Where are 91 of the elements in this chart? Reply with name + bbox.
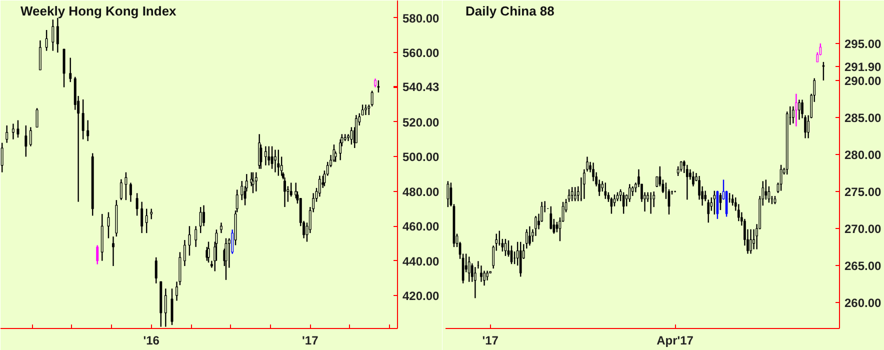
candlestick [574,186,576,202]
y-tick-label: 460.00 [402,220,440,234]
y-tick-label: 540.43 [402,80,440,94]
candlestick [220,222,222,234]
candlestick [795,93,798,127]
candlestick [707,199,710,224]
candlestick [188,226,191,256]
candlestick [12,123,14,140]
x-tick-label: Apr'17 [656,334,694,348]
candlestick [628,184,631,202]
candlestick [480,264,482,282]
candlestick [750,228,752,254]
candlestick [56,17,59,54]
candlestick [525,228,528,250]
y-tick-label: 265.00 [844,259,882,274]
candlestick [124,172,128,201]
candlestick [207,241,210,264]
y-tick-label: 440.00 [402,254,440,268]
candlestick [96,244,99,265]
candlestick [613,194,616,207]
y-tick-label: 260.00 [844,296,882,310]
candlestick [680,160,682,172]
candlestick [86,120,90,142]
candlestick [52,18,54,52]
candlestick [519,241,522,278]
candlestick [69,57,72,83]
candlestick [622,192,625,214]
candlestick [202,204,206,227]
y-tick-label: 291.90 [844,60,882,74]
candlestick [364,104,367,116]
candlestick [36,108,38,128]
candlestick [16,120,20,138]
chart-title: Daily China 88 [466,4,554,18]
y-tick-label: 295.00 [844,36,882,51]
candlestick [284,176,286,208]
y-tick-label: 580.00 [402,11,440,26]
candlestick [194,226,198,248]
y-tick-label: 290.00 [844,74,882,88]
candlestick [129,182,132,202]
candlestick [550,206,552,230]
y-tick-label: 280.00 [844,148,882,162]
candlestick [692,170,694,187]
candlestick [277,149,280,176]
candlestick [199,206,202,234]
candlestick [270,146,274,170]
y-tick-label: 270.00 [844,222,882,236]
candlestick [686,164,688,200]
candlestick [713,190,716,216]
candlestick [154,256,158,284]
candlestick [350,126,353,146]
candlestick [274,149,276,173]
candlestick [254,172,258,192]
y-tick-label: 500.00 [402,150,440,164]
candlestick [528,226,531,246]
candlestick [604,182,607,200]
candlestick [29,126,32,147]
candlestick [268,146,270,166]
candlestick [764,179,768,200]
candlestick [107,212,110,239]
candlestick [631,186,634,197]
candlestick [150,208,153,220]
candlestick [183,239,186,267]
candlestick [145,208,148,234]
x-tick-label: '17 [302,334,319,348]
candlestick [798,99,800,120]
candlestick [136,192,138,216]
y-tick-label: 520.00 [402,115,440,130]
candlestick [140,201,144,234]
x-tick-label: '17 [482,334,499,348]
y-tick-label: 480.00 [402,184,440,199]
candlestick [6,124,8,144]
candlestick [556,221,558,233]
y-tick-label: 420.00 [402,289,440,304]
y-tick-label: 275.00 [844,185,882,200]
candlestick [468,256,470,282]
candlestick [252,172,254,194]
chart-title: Weekly Hong Kong Index [20,4,178,18]
x-tick-label: '16 [143,334,160,348]
candlestick [120,178,122,201]
candlestick [704,190,707,202]
candlestick [82,98,84,140]
y-tick-label: 560.00 [402,46,440,60]
candlestick [377,80,380,94]
candlestick [264,146,267,166]
candlestick [112,236,114,267]
candlestick [24,124,28,158]
candlestick [792,106,794,124]
candlestick [570,186,574,202]
y-tick-label: 285.00 [844,110,882,125]
candlestick [38,40,42,71]
candlestick [45,29,48,52]
